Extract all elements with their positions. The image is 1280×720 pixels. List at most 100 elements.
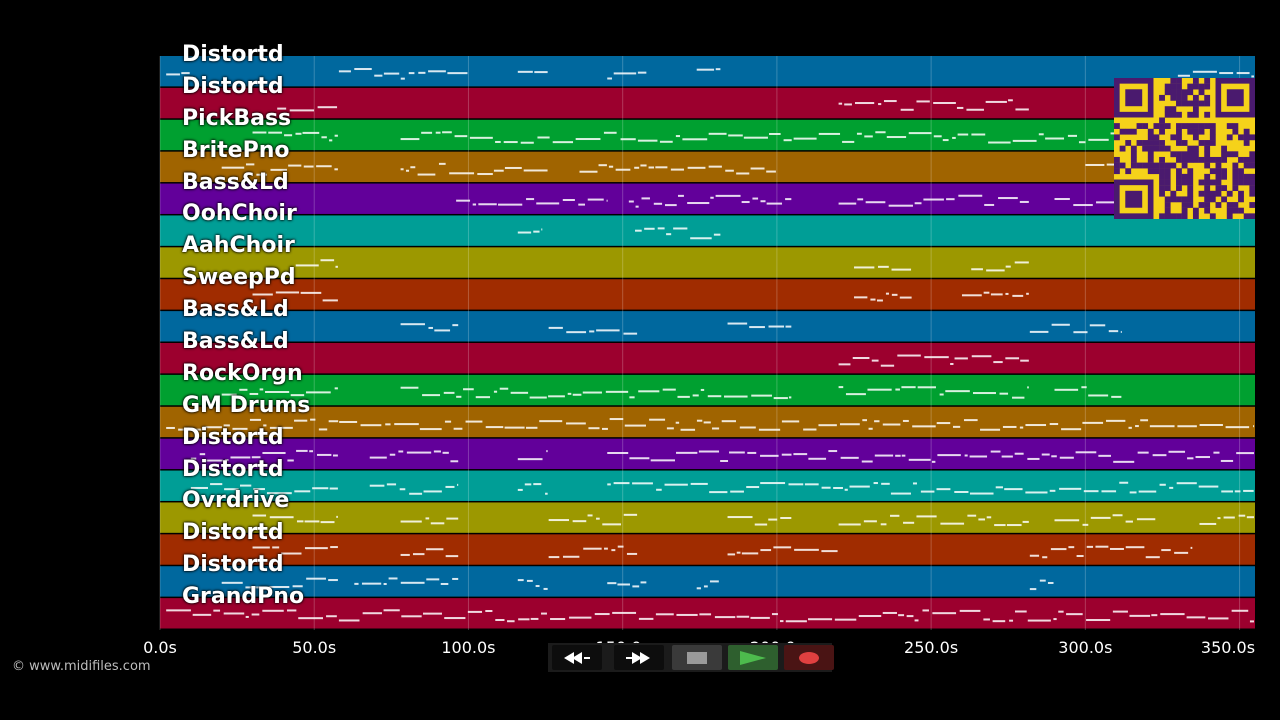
rewind-button[interactable] [552, 645, 602, 670]
note-mark [312, 487, 329, 490]
note-mark [1022, 520, 1029, 523]
note-mark [861, 460, 873, 463]
note-mark [442, 131, 452, 134]
note-mark [499, 387, 509, 390]
note-mark [1236, 72, 1250, 75]
note-mark [1089, 324, 1106, 327]
track-label: GM Drums [182, 392, 311, 418]
note-mark [1149, 425, 1175, 428]
note-mark [1111, 395, 1122, 398]
note-mark [844, 488, 848, 491]
note-mark [1012, 396, 1025, 399]
note-mark [895, 454, 901, 457]
play-button[interactable] [728, 645, 778, 670]
record-button[interactable] [784, 645, 834, 670]
note-mark [890, 492, 911, 495]
stop-button[interactable] [672, 645, 722, 670]
note-mark [856, 132, 862, 135]
note-mark [400, 553, 410, 556]
note-mark [1125, 520, 1133, 523]
note-mark [863, 520, 877, 523]
note-mark [793, 453, 808, 456]
note-mark [620, 138, 636, 141]
note-mark [788, 483, 804, 486]
note-mark [1137, 451, 1149, 454]
note-mark [768, 518, 778, 521]
note-mark [1221, 490, 1234, 493]
note-mark [898, 614, 905, 617]
fast-forward-icon [626, 651, 650, 664]
qr-code-icon [1114, 78, 1256, 220]
note-mark [917, 386, 936, 389]
note-mark [649, 418, 666, 421]
tick-label: 100.0s [441, 638, 496, 657]
note-mark [295, 264, 319, 267]
note-mark [1140, 419, 1149, 422]
note-mark [445, 555, 459, 558]
note-mark [1138, 490, 1157, 493]
note-mark [1029, 330, 1049, 333]
track-band [160, 56, 1255, 87]
note-mark [213, 609, 221, 612]
note-mark [626, 552, 638, 555]
note-mark [793, 137, 817, 140]
note-mark [883, 100, 897, 103]
note-mark [453, 427, 463, 430]
note-mark [1058, 610, 1064, 613]
note-mark [178, 428, 202, 431]
note-mark [696, 68, 715, 71]
note-mark [190, 457, 197, 460]
tick-label: 0.0s [143, 638, 177, 657]
note-mark [964, 454, 968, 457]
fast-forward-button[interactable] [614, 645, 664, 670]
note-mark [623, 513, 638, 516]
note-mark [433, 450, 441, 453]
note-mark [582, 391, 602, 394]
note-mark [966, 108, 984, 111]
note-mark [1029, 554, 1040, 557]
note-mark [1005, 265, 1011, 268]
note-mark [294, 419, 308, 422]
note-mark [288, 164, 302, 167]
note-mark [675, 421, 680, 424]
note-mark [389, 453, 396, 456]
track-label: OohChoir [182, 201, 297, 227]
note-mark [727, 322, 748, 325]
note-mark [316, 453, 332, 456]
note-mark [1168, 450, 1186, 453]
note-mark [839, 423, 860, 426]
note-mark [548, 326, 563, 329]
note-mark [936, 422, 951, 425]
note-mark [526, 579, 533, 582]
note-mark [750, 167, 765, 170]
note-mark [587, 198, 604, 201]
note-mark [875, 131, 886, 134]
note-mark [537, 136, 550, 139]
note-mark [613, 482, 630, 485]
note-mark [354, 582, 359, 585]
note-mark [400, 77, 405, 80]
note-mark [1177, 74, 1190, 77]
note-mark [330, 546, 338, 549]
note-mark [251, 613, 260, 616]
note-mark [289, 109, 315, 112]
note-mark [266, 492, 292, 495]
note-mark [1176, 482, 1197, 485]
note-mark [296, 520, 304, 523]
note-mark [548, 519, 570, 522]
note-mark [475, 396, 491, 399]
note-mark [1198, 485, 1219, 488]
note-mark [426, 548, 444, 551]
note-mark [548, 556, 560, 559]
note-mark [444, 420, 452, 423]
note-mark [245, 586, 266, 589]
note-mark [882, 423, 901, 426]
note-mark [657, 227, 665, 230]
note-mark [400, 581, 425, 584]
note-mark [588, 427, 600, 430]
note-mark [447, 72, 468, 75]
note-mark [743, 136, 768, 139]
note-mark [1051, 455, 1057, 458]
note-mark [1042, 556, 1048, 559]
note-mark [659, 140, 673, 143]
